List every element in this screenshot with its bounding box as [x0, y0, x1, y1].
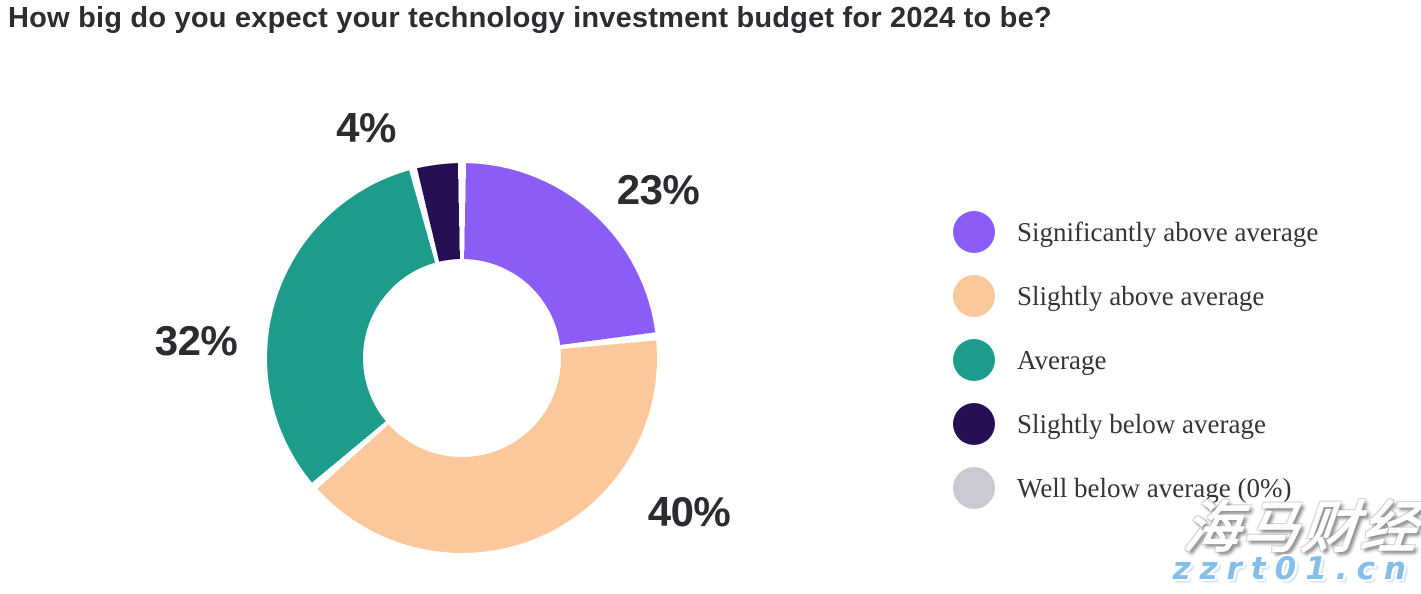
legend-item-slightly-below: Slightly below average	[953, 403, 1318, 445]
legend-swatch-icon	[953, 467, 995, 509]
legend-item-average: Average	[953, 339, 1318, 381]
slice-value-label-slightly-below: 4%	[336, 104, 396, 151]
donut-hole	[363, 259, 561, 457]
legend-label: Slightly below average	[1017, 408, 1266, 439]
legend-label: Average	[1017, 344, 1107, 375]
legend-swatch-icon	[953, 403, 995, 445]
watermark-url-text: zzrt01.cn	[1172, 551, 1415, 587]
legend-label: Slightly above average	[1017, 280, 1265, 311]
legend-swatch-icon	[953, 211, 995, 253]
legend: Significantly above average Slightly abo…	[953, 211, 1318, 531]
slice-value-label-slightly-above: 40%	[647, 488, 731, 535]
legend-item-significantly-above: Significantly above average	[953, 211, 1318, 253]
legend-item-slightly-above: Slightly above average	[953, 275, 1318, 317]
legend-swatch-icon	[953, 275, 995, 317]
donut-chart	[267, 163, 657, 553]
legend-label: Well below average (0%)	[1017, 472, 1292, 503]
slice-value-label-significantly-above: 23%	[616, 166, 700, 213]
slice-value-label-average: 32%	[154, 317, 238, 364]
legend-label: Significantly above average	[1017, 216, 1319, 247]
legend-item-well-below: Well below average (0%)	[953, 467, 1318, 509]
legend-swatch-icon	[953, 339, 995, 381]
chart-title: How big do you expect your technology in…	[8, 2, 1052, 34]
